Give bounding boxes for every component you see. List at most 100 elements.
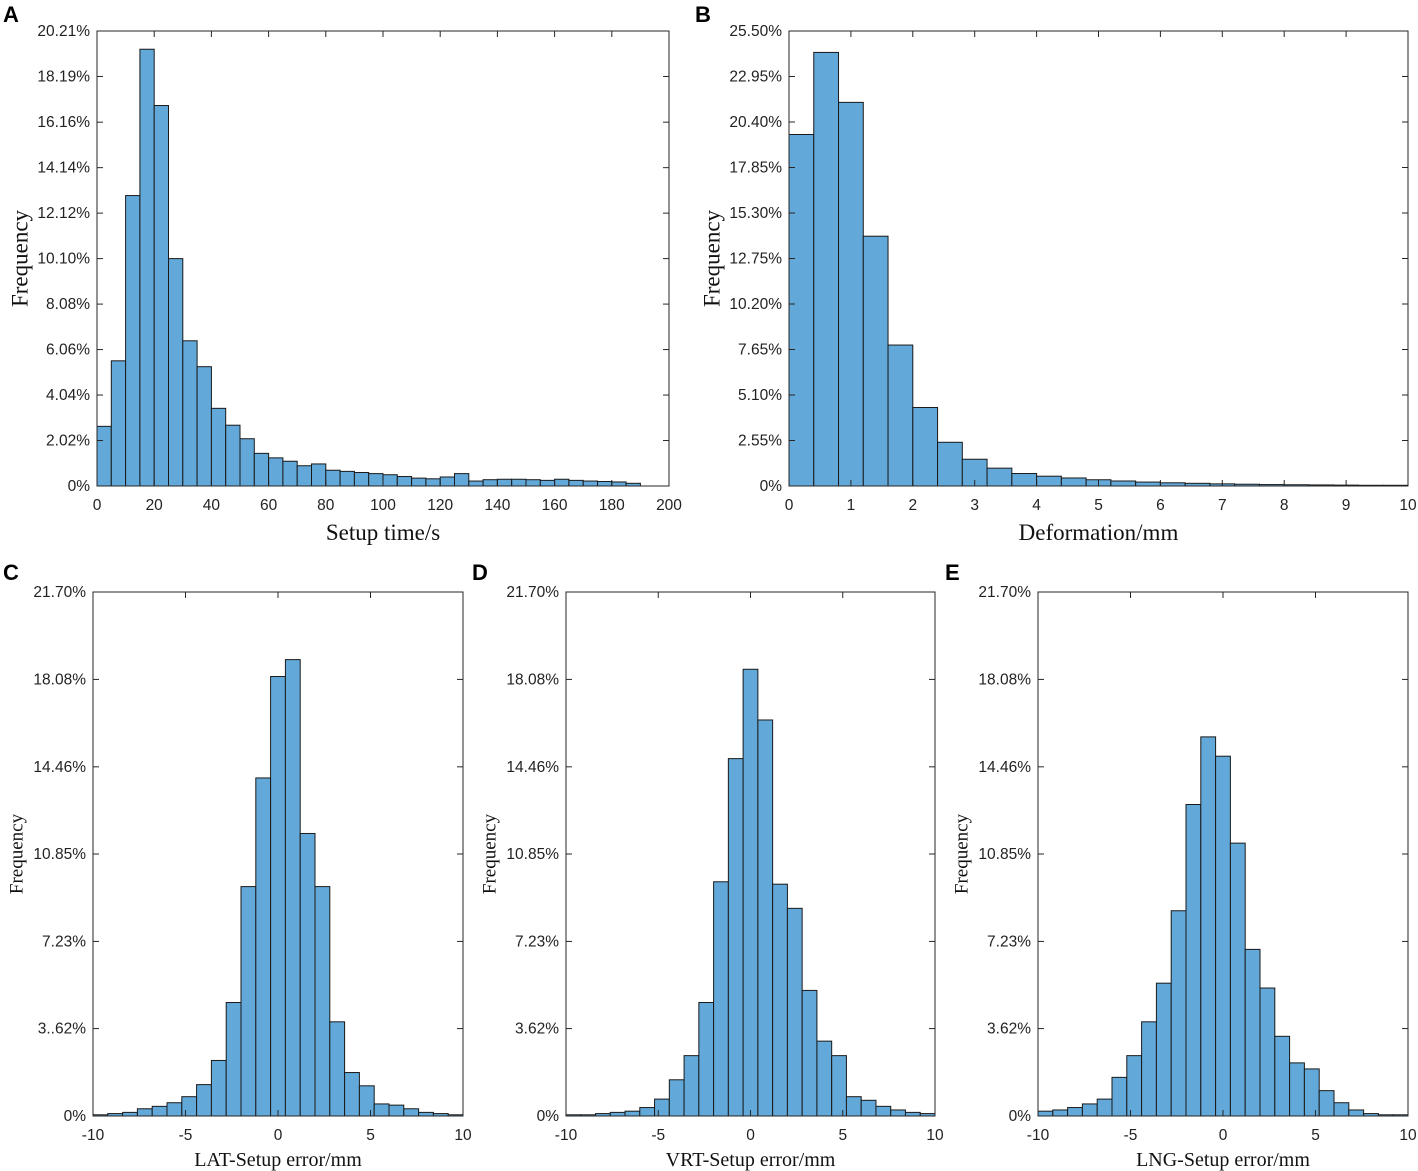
histogram-bar bbox=[122, 1111, 138, 1117]
histogram-bar bbox=[136, 1108, 153, 1117]
histogram-bar bbox=[1011, 473, 1038, 487]
histogram-bar bbox=[240, 886, 257, 1117]
x-axis-title: Deformation/mm bbox=[1019, 520, 1179, 545]
x-tick-label: -10 bbox=[555, 1127, 578, 1144]
histogram-bar bbox=[788, 133, 815, 487]
histogram-bar bbox=[582, 480, 599, 487]
histogram-bar bbox=[225, 424, 241, 487]
histogram-bar bbox=[554, 478, 570, 487]
x-tick-label: 0 bbox=[746, 1127, 755, 1144]
histogram-bar bbox=[511, 478, 527, 487]
x-axis-title: VRT-Setup error/mm bbox=[666, 1149, 836, 1171]
y-tick-label: 3..62% bbox=[38, 1021, 86, 1038]
panel-c: -10 -5 0 5 10 0% 3..62% 7.23% 10.85% 14.46% 18.08%… bbox=[3, 560, 472, 1171]
histogram-bar bbox=[166, 1102, 183, 1117]
y-axis-title: Frequency bbox=[480, 813, 501, 894]
histogram-bar bbox=[482, 479, 498, 487]
histogram-bar bbox=[683, 1055, 700, 1117]
histogram-bar bbox=[1244, 948, 1261, 1117]
histogram-bar bbox=[887, 344, 914, 487]
y-tick-label: 0% bbox=[68, 478, 91, 495]
x-tick-label: 5 bbox=[366, 1127, 375, 1144]
histogram-bar bbox=[344, 1072, 360, 1117]
histogram-bar bbox=[382, 474, 398, 487]
histogram-bar bbox=[1170, 910, 1187, 1117]
histogram-bar bbox=[325, 469, 341, 487]
y-tick-label: 18.19% bbox=[37, 68, 90, 85]
histogram-bar bbox=[912, 406, 939, 487]
histogram-bar bbox=[786, 907, 803, 1117]
histogram-bar bbox=[239, 438, 255, 487]
y-tick-label: 2.02% bbox=[46, 433, 90, 450]
histogram-bar bbox=[153, 105, 169, 487]
x-tick-label: 10 bbox=[1399, 497, 1417, 514]
histogram-bar bbox=[182, 340, 198, 487]
histogram-bar bbox=[1110, 480, 1137, 487]
x-tick-label: 80 bbox=[317, 497, 335, 514]
y-tick-label: 14.46% bbox=[33, 759, 86, 776]
histogram-bar bbox=[1303, 1068, 1320, 1117]
histogram-bar bbox=[311, 463, 327, 487]
histogram-bar bbox=[1037, 1110, 1054, 1117]
histogram-bar bbox=[525, 479, 541, 487]
histogram-bar bbox=[314, 886, 331, 1117]
bars bbox=[1037, 736, 1409, 1117]
histogram-bar bbox=[1135, 481, 1161, 487]
panel-letter: B bbox=[695, 2, 711, 27]
y-tick-label: 3.62% bbox=[987, 1021, 1031, 1038]
histogram-bar bbox=[1333, 1102, 1350, 1117]
histogram-bar bbox=[1274, 1035, 1291, 1117]
y-tick-label: 14.46% bbox=[506, 759, 559, 776]
histogram-bar bbox=[860, 1099, 877, 1117]
y-tick-label: 10.85% bbox=[33, 846, 86, 863]
histogram-bar bbox=[255, 777, 272, 1117]
x-tick-label: 2 bbox=[908, 497, 917, 514]
y-tick-label: 7.23% bbox=[987, 933, 1031, 950]
x-tick-label: 3 bbox=[970, 497, 979, 514]
y-tick-label: 21.70% bbox=[33, 584, 86, 601]
histogram-bar bbox=[418, 1111, 434, 1117]
y-tick-label: 0% bbox=[537, 1108, 560, 1125]
histogram-bar bbox=[838, 101, 864, 487]
x-axis-title: Setup time/s bbox=[326, 520, 440, 545]
y-tick-label: 7.23% bbox=[515, 933, 559, 950]
histogram-bar bbox=[1081, 1103, 1098, 1117]
x-tick-label: 0 bbox=[1219, 1127, 1228, 1144]
histogram-bar bbox=[339, 470, 355, 487]
histogram-bar bbox=[210, 407, 227, 487]
x-axis-title: LNG-Setup error/mm bbox=[1136, 1149, 1310, 1171]
y-axis-title: Frequency bbox=[7, 813, 28, 894]
x-tick-label: 10 bbox=[926, 1127, 944, 1144]
y-tick-label: 14.14% bbox=[37, 160, 90, 177]
histogram-bar bbox=[1155, 982, 1172, 1117]
x-tick-label: 1 bbox=[847, 497, 856, 514]
histogram-bar bbox=[1096, 1098, 1113, 1117]
histogram-bar bbox=[813, 51, 840, 487]
histogram-bar bbox=[539, 479, 556, 487]
x-tick-label: 8 bbox=[1280, 497, 1289, 514]
y-tick-label: 18.08% bbox=[506, 671, 559, 688]
y-tick-label: 0% bbox=[1009, 1108, 1032, 1125]
x-tick-label: 200 bbox=[656, 497, 682, 514]
histogram-bar bbox=[284, 659, 301, 1117]
histogram-bar bbox=[845, 1096, 862, 1117]
histogram-bar bbox=[373, 1103, 390, 1117]
histogram-bar bbox=[1215, 755, 1231, 1117]
y-tick-label: 10.20% bbox=[729, 296, 782, 313]
histogram-bar bbox=[1229, 842, 1246, 1117]
y-tick-label: 25.50% bbox=[729, 23, 782, 40]
y-tick-label: 21.70% bbox=[506, 584, 559, 601]
histogram-bar bbox=[1060, 477, 1087, 487]
panel-letter: C bbox=[3, 560, 19, 585]
histogram-bar bbox=[403, 1108, 420, 1117]
y-tick-label: 20.40% bbox=[729, 114, 782, 131]
histogram-bar bbox=[727, 758, 744, 1117]
histogram-bar bbox=[151, 1105, 168, 1117]
bars bbox=[96, 48, 641, 487]
x-axis-title: LAT-Setup error/mm bbox=[194, 1149, 362, 1171]
histogram-bar bbox=[624, 1110, 641, 1117]
histogram-bar bbox=[609, 1111, 626, 1117]
histogram-bar bbox=[1111, 1076, 1128, 1117]
histogram-bar bbox=[468, 480, 484, 487]
histogram-bar bbox=[816, 1040, 833, 1117]
